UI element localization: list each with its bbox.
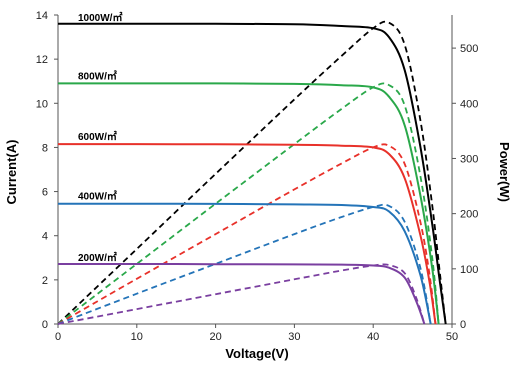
- y-tick-label: 4: [42, 231, 48, 243]
- curves: [57, 20, 447, 325]
- x-tick-label: 10: [131, 331, 143, 343]
- series-label-400w: 400W/㎡: [78, 190, 117, 203]
- x-tick-label: 20: [209, 331, 221, 343]
- y2-tick-label: 200: [460, 209, 478, 221]
- x-tick-label: 0: [55, 331, 61, 343]
- current-curve-400w: [57, 202, 432, 325]
- x-axis-title: Voltage(V): [225, 346, 288, 361]
- y2-tick-label: 100: [460, 264, 478, 276]
- y2-tick-label: 300: [460, 153, 478, 165]
- power-curve-600w: [57, 143, 437, 325]
- y2-axis-title: Power(W): [497, 142, 512, 202]
- y-tick-label: 2: [42, 275, 48, 287]
- y-tick-label: 8: [42, 142, 48, 154]
- y-axis-title: Current(A): [4, 140, 19, 205]
- current-curve-1000w: [58, 22, 447, 325]
- current-curve-600w: [58, 143, 437, 325]
- series-label-1000w: 1000W/㎡: [78, 11, 122, 24]
- y-tick-label: 0: [42, 319, 48, 331]
- axes: [57, 15, 453, 325]
- y-tick-label: 14: [36, 10, 48, 22]
- x-tick-label: 30: [288, 331, 300, 343]
- series-label-600w: 600W/㎡: [78, 130, 117, 143]
- current-curve-200w: [57, 262, 426, 325]
- y2-tick-label: 0: [460, 319, 466, 331]
- current-curve-800w: [57, 82, 440, 325]
- series-labels: 1000W/㎡ 800W/㎡ 600W/㎡ 400W/㎡ 200W/㎡: [78, 11, 122, 264]
- series-label-800w: 800W/㎡: [78, 69, 117, 82]
- y-tick-label: 12: [36, 54, 48, 66]
- x-tick-label: 40: [367, 331, 379, 343]
- x-tick-label: 50: [446, 331, 458, 343]
- y2-tick-label: 400: [460, 98, 478, 110]
- y2-tick-label: 500: [460, 43, 478, 55]
- power-curve-400w: [57, 203, 432, 325]
- power-curve-200w: [57, 263, 426, 325]
- series-label-200w: 200W/㎡: [78, 251, 117, 264]
- y-tick-label: 6: [42, 187, 48, 199]
- y-tick-label: 10: [36, 98, 48, 110]
